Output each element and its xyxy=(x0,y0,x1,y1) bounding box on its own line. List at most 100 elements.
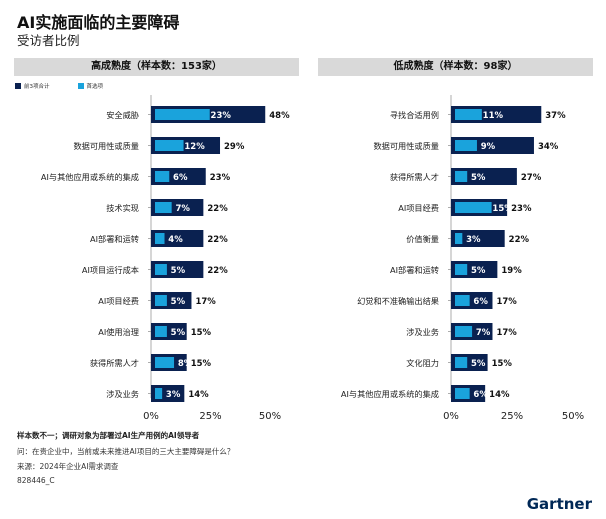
data-label-first: 23% xyxy=(211,111,232,121)
data-label-top3: 34% xyxy=(538,142,559,152)
category-label: 获得所需人才 xyxy=(390,172,439,182)
bar-first xyxy=(455,326,473,337)
category-label: 寻找合适用例 xyxy=(390,110,439,120)
data-label-top3: 17% xyxy=(496,328,517,338)
gartner-logo: Gartner xyxy=(526,495,592,513)
data-label-first: 5% xyxy=(171,328,186,338)
category-label: AI项目经费 xyxy=(398,203,439,213)
data-label-first: 11% xyxy=(483,111,504,121)
data-label-first: 4% xyxy=(168,235,183,245)
data-label-first: 5% xyxy=(471,266,486,276)
data-label-top3: 22% xyxy=(207,235,228,245)
bar-first xyxy=(155,295,167,306)
x-tick-label: 50% xyxy=(562,411,584,422)
bar-first xyxy=(455,140,477,151)
bar-first xyxy=(455,233,463,244)
bar-first xyxy=(155,171,170,182)
bar-top3 xyxy=(451,230,505,247)
bar-first xyxy=(155,388,163,399)
category-label: 幻觉和不准确输出结果 xyxy=(357,296,439,306)
category-label: 技术实现 xyxy=(106,203,139,213)
x-tick-label: 25% xyxy=(199,411,221,422)
data-label-top3: 23% xyxy=(210,173,231,183)
category-label: AI使用治理 xyxy=(98,327,139,337)
source-note: 来源：2024年企业AI需求调查 xyxy=(17,462,119,471)
legend-label-first: 首选项 xyxy=(86,84,104,90)
category-label: 数据可用性或质量 xyxy=(73,141,139,151)
data-label-first: 3% xyxy=(166,390,181,400)
x-tick-label: 0% xyxy=(143,411,159,422)
data-label-top3: 19% xyxy=(501,266,522,276)
data-label-first: 3% xyxy=(466,235,481,245)
data-label-top3: 48% xyxy=(269,111,290,121)
data-label-first: 7% xyxy=(476,328,491,338)
chart-title: AI实施面临的主要障碍 xyxy=(17,13,180,32)
data-label-first: 6% xyxy=(473,297,488,307)
panel-title-low: 低成熟度（样本数：98家） xyxy=(318,58,593,76)
bar-first xyxy=(155,140,184,151)
data-label-top3: 17% xyxy=(195,297,216,307)
bar-first xyxy=(455,295,470,306)
x-tick-label: 50% xyxy=(259,411,281,422)
bar-first xyxy=(155,233,165,244)
bar-first xyxy=(155,109,210,120)
category-label: AI部署和运转 xyxy=(390,265,439,275)
question-note: 问：在贵企业中，当前或未来推进AI项目的三大主要障碍是什么？ xyxy=(17,447,235,456)
chart-subtitle: 受访者比例 xyxy=(17,33,80,48)
data-label-top3: 22% xyxy=(207,266,228,276)
category-label: AI与其他应用或系统的集成 xyxy=(341,389,439,399)
data-label-first: 5% xyxy=(171,266,186,276)
data-label-first: 15% xyxy=(492,204,513,214)
data-label-first: 8% xyxy=(178,359,193,369)
category-label: 涉及业务 xyxy=(406,327,439,337)
bar-first xyxy=(455,202,492,213)
data-label-top3: 15% xyxy=(191,359,212,369)
category-label: 安全威胁 xyxy=(106,110,139,120)
bar-first xyxy=(455,388,470,399)
data-label-top3: 22% xyxy=(509,235,530,245)
data-label-first: 5% xyxy=(171,297,186,307)
data-label-top3: 22% xyxy=(207,204,228,214)
category-label: 价值衡量 xyxy=(406,234,439,244)
legend-swatch-first xyxy=(77,83,84,89)
panel-title-high: 高成熟度（样本数：153家） xyxy=(14,58,299,76)
legend-item-top3: 前3项合计 xyxy=(15,82,50,90)
x-tick-label: 25% xyxy=(501,411,523,422)
data-label-first: 7% xyxy=(175,204,190,214)
category-label: 获得所需人才 xyxy=(90,358,139,368)
bar-first xyxy=(155,264,167,275)
category-label: AI项目经费 xyxy=(98,296,139,306)
bar-top3 xyxy=(451,168,517,185)
data-label-top3: 29% xyxy=(224,142,245,152)
category-label: 数据可用性或质量 xyxy=(373,141,439,151)
category-label: AI项目运行成本 xyxy=(82,265,139,275)
bar-first xyxy=(455,264,468,275)
legend-swatch-top3 xyxy=(15,83,21,89)
bar-first xyxy=(155,326,167,337)
x-tick-label: 0% xyxy=(443,411,459,422)
data-label-top3: 15% xyxy=(492,359,513,369)
bar-first xyxy=(455,171,468,182)
data-label-top3: 14% xyxy=(489,390,510,400)
data-label-top3: 37% xyxy=(545,111,566,121)
bar-first xyxy=(455,109,482,120)
legend: 前3项合计 首选项 xyxy=(15,82,131,90)
category-label: 文化阻力 xyxy=(406,358,439,368)
sample-note: 样本数不一；调研对象为部署过AI生产用例的AI领导者 xyxy=(17,431,200,440)
data-label-first: 5% xyxy=(471,359,486,369)
bar-first xyxy=(155,357,175,368)
data-label-first: 9% xyxy=(481,142,496,152)
data-label-first: 12% xyxy=(184,142,205,152)
bar-first xyxy=(155,202,172,213)
data-label-top3: 14% xyxy=(188,390,209,400)
data-label-first: 6% xyxy=(173,173,188,183)
category-label: AI与其他应用或系统的集成 xyxy=(41,172,139,182)
data-label-first: 5% xyxy=(471,173,486,183)
data-label-top3: 15% xyxy=(191,328,212,338)
category-label: 涉及业务 xyxy=(106,389,139,399)
data-label-top3: 17% xyxy=(496,297,517,307)
category-label: AI部署和运转 xyxy=(90,234,139,244)
data-label-first: 6% xyxy=(473,390,488,400)
legend-label-top3: 前3项合计 xyxy=(24,84,50,90)
